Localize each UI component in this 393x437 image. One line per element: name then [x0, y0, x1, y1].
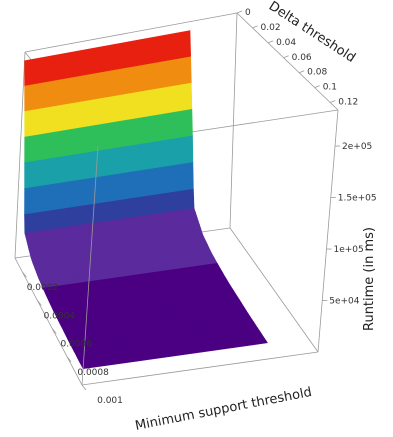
box-edge-EH [14, 257, 83, 386]
y-tick-label: 0 [245, 8, 251, 18]
x-tick-mark [66, 356, 72, 363]
x-axis-title: Minimum support threshold [134, 385, 313, 434]
x-tick-mark [37, 300, 42, 306]
x-tick-label: 0.0006 [60, 340, 92, 350]
x-tick-label: 0.0004 [44, 311, 76, 321]
box-edge-AB [24, 12, 238, 53]
z-axis-title: Runtime (in ms) [362, 227, 377, 331]
box-edge-FG [229, 227, 319, 353]
z-tick-label: 1.5e+05 [338, 194, 377, 204]
box-edge-AE [14, 51, 26, 259]
x-tick-label: 0.0008 [77, 368, 109, 378]
y-tick-mark [330, 100, 336, 103]
z-tick-label: 5e+04 [329, 297, 360, 307]
y-tick-mark [236, 10, 243, 14]
x-tick-label: 0.001 [97, 396, 123, 406]
box-edge-BF [229, 12, 238, 229]
y-tick-label: 0.02 [261, 23, 281, 33]
y-tick-mark [267, 40, 274, 44]
runtime-surface [24, 30, 268, 370]
y-tick-label: 0.04 [276, 38, 296, 48]
box-edge-BC [236, 12, 339, 111]
axis-ticks: 0.0002 0.0004 0.0006 0.0008 0.001 0 0.02 0.04 0.… [22, 8, 377, 406]
bounding-box-front [14, 145, 319, 386]
z-tick-label: 1e+05 [334, 245, 364, 255]
y-tick-label: 0.08 [307, 68, 327, 78]
x-tick-mark [81, 384, 87, 391]
x-tick-mark [51, 328, 57, 334]
y-tick-mark [283, 55, 289, 59]
y-tick-label: 0.06 [292, 53, 312, 63]
z-tick-label: 2e+05 [342, 142, 372, 152]
surface-strip [81, 340, 268, 370]
y-tick-mark [314, 85, 320, 88]
box-edge-CG [317, 109, 339, 353]
y-tick-label: 0.1 [323, 83, 337, 93]
y-tick-label: 0.12 [338, 98, 358, 108]
x-tick-label: 0.0002 [27, 283, 59, 293]
x-tick-mark [22, 271, 27, 278]
box-edge-DH [81, 145, 99, 386]
y-tick-mark [252, 25, 258, 29]
box-edge-HG [81, 351, 319, 386]
y-tick-mark [299, 70, 305, 74]
